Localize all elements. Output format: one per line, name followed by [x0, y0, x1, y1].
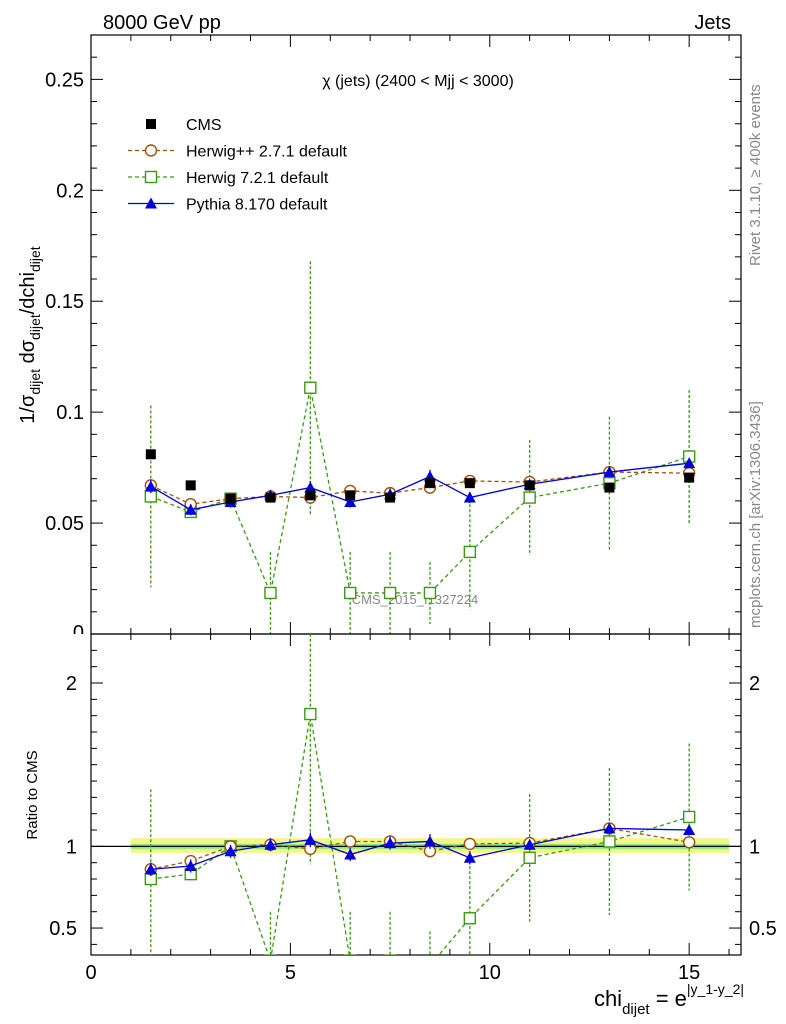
point-herwig7	[682, 810, 696, 824]
series-line-herwig7	[150, 387, 690, 596]
x-axis-label: chidijet = e|y_1-y_2|	[594, 981, 744, 1018]
point-pythia	[144, 480, 157, 492]
rivet-label: Rivet 3.1.10, ≥ 400k events	[747, 84, 764, 266]
point-herwig7	[523, 491, 536, 504]
point-pythia	[184, 859, 197, 871]
series-line-herwig7	[150, 713, 690, 955]
main-y-axis-label: 1/σdijet dσdijet/dchidijet	[17, 246, 43, 423]
point-herwig7	[304, 381, 317, 394]
point-herwig7	[423, 586, 437, 600]
ratio-ytick-label: 1	[66, 836, 77, 858]
header-right: Jets	[694, 12, 731, 34]
point-cms	[684, 472, 695, 483]
point-cms	[225, 493, 236, 504]
point-herwigpp	[344, 835, 357, 848]
point-herwig7	[304, 707, 317, 721]
legend-marker-pythia	[145, 197, 157, 209]
legend-marker-cms	[146, 119, 156, 129]
point-cms	[305, 490, 316, 501]
point-herwig7	[383, 586, 397, 600]
main-plot: 0.05 0.1 0.15 0.2 0.25 0	[45, 34, 742, 644]
ratio-plot: 0.5 0.5 1 1 2 2 0 5 10 15	[49, 633, 777, 984]
watermark: CMS_2015_I1327224	[352, 592, 479, 607]
point-pythia	[344, 848, 357, 860]
point-pythia	[344, 495, 357, 507]
header-left: 8000 GeV pp	[103, 12, 221, 34]
point-cms	[604, 482, 615, 493]
point-pythia	[144, 863, 157, 875]
point-cms	[185, 480, 196, 491]
point-herwig7	[264, 954, 277, 955]
point-cms	[524, 480, 535, 491]
point-pythia	[304, 833, 317, 845]
point-pythia	[523, 838, 536, 850]
ratio-frame	[90, 633, 742, 956]
main-ytick-label: 0.1	[56, 402, 84, 424]
xtick-label: 15	[678, 962, 700, 984]
ratio-y-axis-label: Ratio to CMS	[24, 750, 41, 839]
legend-label-herwigpp: Herwig++ 2.7.1 default	[186, 144, 348, 161]
point-pythia	[683, 824, 696, 836]
series-line-pythia	[150, 827, 690, 870]
point-pythia	[683, 457, 696, 469]
xtick-label: 0	[85, 962, 96, 984]
point-herwig7	[463, 912, 477, 925]
series-herwig7	[144, 261, 696, 634]
point-cms	[385, 492, 396, 503]
point-herwig7	[264, 586, 277, 600]
main-ytick-label-zero: 0	[73, 622, 84, 644]
legend-label-pythia: Pythia 8.170 default	[186, 197, 328, 214]
legend-label-herwig7: Herwig 7.2.1 default	[186, 170, 329, 187]
point-cms	[464, 478, 475, 489]
point-pythia	[264, 838, 277, 850]
xtick-label: 10	[479, 962, 501, 984]
point-pythia	[184, 503, 197, 515]
main-plot-title: χ (jets) (2400 < Mjj < 3000)	[322, 73, 514, 90]
point-cms	[424, 478, 435, 489]
point-pythia	[384, 837, 397, 849]
point-herwig7	[344, 954, 357, 955]
ratio-ytick-label-right: 0.5	[749, 918, 777, 940]
main-ytick-label: 0.2	[56, 180, 84, 202]
point-herwigpp	[682, 836, 696, 849]
point-pythia	[463, 851, 476, 863]
main-ytick-label: 0.05	[45, 513, 84, 535]
series-pythia	[144, 822, 696, 876]
legend-label-cms: CMS	[186, 117, 222, 134]
main-ytick-label: 0.15	[45, 291, 84, 313]
mcplots-label: mcplots.cern.ch [arXiv:1306.3436]	[747, 401, 764, 628]
point-herwig7	[424, 960, 435, 971]
point-pythia	[423, 835, 436, 847]
point-pythia	[603, 822, 616, 834]
xtick-label: 5	[285, 962, 296, 984]
ratio-ytick-label: 0.5	[49, 918, 77, 940]
point-herwig7	[523, 851, 536, 865]
point-cms	[265, 492, 276, 503]
series-cms	[145, 449, 695, 504]
series-line-pythia	[150, 462, 690, 511]
series-line-herwigpp	[150, 471, 690, 505]
point-pythia	[603, 466, 616, 478]
point-herwig7	[603, 835, 616, 848]
point-pythia	[224, 845, 237, 857]
main-ytick-label: 0.25	[45, 69, 84, 91]
legend-marker-herwigpp	[144, 144, 158, 157]
legend: CMS Herwig++ 2.7.1 default Herwig 7.2.1 de…	[128, 117, 348, 214]
legend-marker-herwig7	[144, 170, 158, 184]
point-herwig7	[344, 586, 357, 600]
ratio-ytick-label-right: 1	[749, 836, 760, 858]
point-pythia	[463, 491, 476, 503]
point-cms	[145, 449, 156, 460]
point-cms	[345, 490, 356, 501]
point-herwigpp	[463, 837, 477, 851]
ratio-ytick-label: 2	[66, 673, 77, 695]
point-herwig7	[463, 545, 477, 559]
series-herwig7	[144, 634, 696, 971]
point-pythia	[304, 481, 317, 493]
point-herwig7	[383, 954, 397, 955]
ratio-ytick-label-right: 2	[749, 673, 760, 695]
